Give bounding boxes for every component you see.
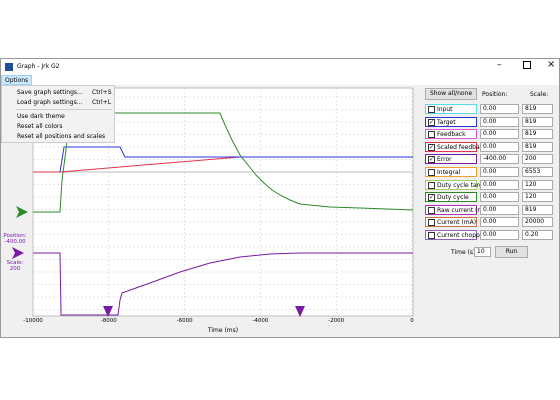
channel-name: Current chopping <box>437 232 490 239</box>
checkbox[interactable]: ✓ <box>428 194 435 202</box>
channel-name: Input <box>437 106 453 113</box>
scale-input[interactable]: 819 <box>522 204 553 215</box>
app-icon <box>5 63 13 71</box>
checkbox[interactable]: ✓ <box>428 143 435 151</box>
menu-item[interactable]: Reset all positions and scales <box>17 133 106 140</box>
checkbox[interactable] <box>428 219 435 227</box>
position-input[interactable]: 0.00 <box>480 204 519 215</box>
error-trace <box>33 252 413 316</box>
position-input[interactable]: 0.00 <box>480 217 519 228</box>
position-header: Position: <box>482 91 508 98</box>
menu-item[interactable]: Use dark theme <box>17 113 65 120</box>
menu-separator <box>16 109 112 110</box>
maximize-button[interactable] <box>523 61 531 69</box>
checkbox[interactable] <box>428 181 435 189</box>
time-input[interactable]: 10 <box>474 247 491 257</box>
position-input[interactable]: 0.00 <box>480 129 519 140</box>
menu-options[interactable]: Options <box>1 75 33 85</box>
position-input[interactable]: 0.00 <box>480 179 519 190</box>
checkbox[interactable]: ✓ <box>428 118 435 126</box>
time-label: Time (s): <box>451 249 478 256</box>
x-axis-label: Time (ms) <box>207 327 238 334</box>
position-input[interactable]: 0.00 <box>480 192 519 203</box>
x-tick-label: -10000 <box>23 318 43 324</box>
channel-toggle[interactable]: Feedback <box>425 129 477 140</box>
duty-cycle-marker[interactable] <box>16 206 28 218</box>
scale-input[interactable]: 120 <box>522 192 553 203</box>
scale-input[interactable]: 6553 <box>522 167 553 177</box>
checkbox[interactable] <box>428 106 435 113</box>
channel-toggle[interactable]: ✓ Target <box>425 116 477 127</box>
scale-input[interactable]: 200 <box>522 154 553 165</box>
error-marker[interactable] <box>12 247 24 259</box>
scale-input[interactable]: 819 <box>522 116 553 127</box>
checkbox[interactable] <box>428 131 435 139</box>
menu-item[interactable]: Reset all colors <box>17 123 63 130</box>
position-input[interactable]: 0.00 <box>480 141 519 152</box>
scale-input[interactable]: 819 <box>522 141 553 152</box>
x-tick-label: -6000 <box>177 318 193 324</box>
channel-toggle[interactable]: Current (mA) <box>425 217 477 228</box>
channel-toggle[interactable]: Duty cycle target <box>425 179 489 190</box>
position-value: -400.00 <box>4 239 26 245</box>
menu-dropdown: Save graph settings... Ctrl+S Load graph s… <box>1 85 115 143</box>
channel-toggle[interactable]: ✓ Duty cycle <box>425 192 477 203</box>
scale-input[interactable]: 819 <box>522 104 553 114</box>
menu-bar <box>1 75 559 85</box>
channel-toggle[interactable]: ✓ Error <box>425 154 477 165</box>
scale-label: Scale: <box>7 260 24 266</box>
run-button[interactable]: Run <box>495 246 528 258</box>
channel-name: Duty cycle <box>437 194 469 202</box>
duty-cycle-trace <box>33 112 414 213</box>
channel-name: Error <box>437 156 452 164</box>
channel-toggle[interactable]: Input <box>425 104 477 114</box>
checkbox[interactable]: ✓ <box>428 156 435 164</box>
channel-name: Current (mA) <box>437 219 477 227</box>
position-input[interactable]: 0.00 <box>480 167 519 177</box>
window-title: Graph - Jrk G2 <box>17 63 60 70</box>
checkbox[interactable] <box>428 206 435 214</box>
scale-input[interactable]: 0.20 <box>522 230 553 240</box>
x-tick-label: -8000 <box>101 318 117 324</box>
position-input[interactable]: 0.00 <box>480 104 519 114</box>
channel-name: Feedback <box>437 131 466 139</box>
close-button[interactable]: × <box>547 59 556 70</box>
title-bar <box>1 59 559 75</box>
show-all-button[interactable]: Show all/none <box>425 88 477 100</box>
menu-shortcut: Ctrl+S <box>92 89 112 96</box>
x-tick-label: -2000 <box>328 318 344 324</box>
scale-value: 200 <box>10 266 21 272</box>
minimize-button[interactable]: – <box>497 60 502 70</box>
channel-name: Target <box>437 118 456 126</box>
scale-header: Scale: <box>530 91 549 98</box>
channel-name: Integral <box>437 169 461 176</box>
checkbox[interactable] <box>428 169 435 176</box>
time-cursor[interactable] <box>103 306 113 317</box>
channel-name: Scaled feedback <box>437 143 487 151</box>
channel-name: Raw current (mV) <box>437 206 490 214</box>
position-input[interactable]: 0.00 <box>480 230 519 240</box>
menu-item[interactable]: Save graph settings... <box>17 89 83 96</box>
target-trace <box>59 146 413 173</box>
checkbox[interactable] <box>428 232 435 239</box>
position-input[interactable]: 0.00 <box>480 116 519 127</box>
channel-name: Duty cycle target <box>437 181 489 189</box>
menu-shortcut: Ctrl+L <box>92 99 112 106</box>
scale-input[interactable]: 819 <box>522 129 553 140</box>
channel-toggle[interactable]: Current chopping <box>425 230 489 240</box>
channel-toggle[interactable]: Raw current (mV) <box>425 204 490 215</box>
scale-input[interactable]: 20000 <box>522 217 553 228</box>
position-label: Position: <box>3 233 26 239</box>
channel-toggle[interactable]: ✓ Scaled feedback <box>425 141 486 152</box>
position-input[interactable]: -400.00 <box>480 154 519 165</box>
x-tick-label: -4000 <box>252 318 268 324</box>
menu-item[interactable]: Load graph settings... <box>17 99 83 106</box>
time-cursor[interactable] <box>295 306 305 317</box>
channel-toggle[interactable]: Integral <box>425 167 477 177</box>
x-tick-label: 0 <box>410 318 414 324</box>
scale-input[interactable]: 120 <box>522 179 553 190</box>
